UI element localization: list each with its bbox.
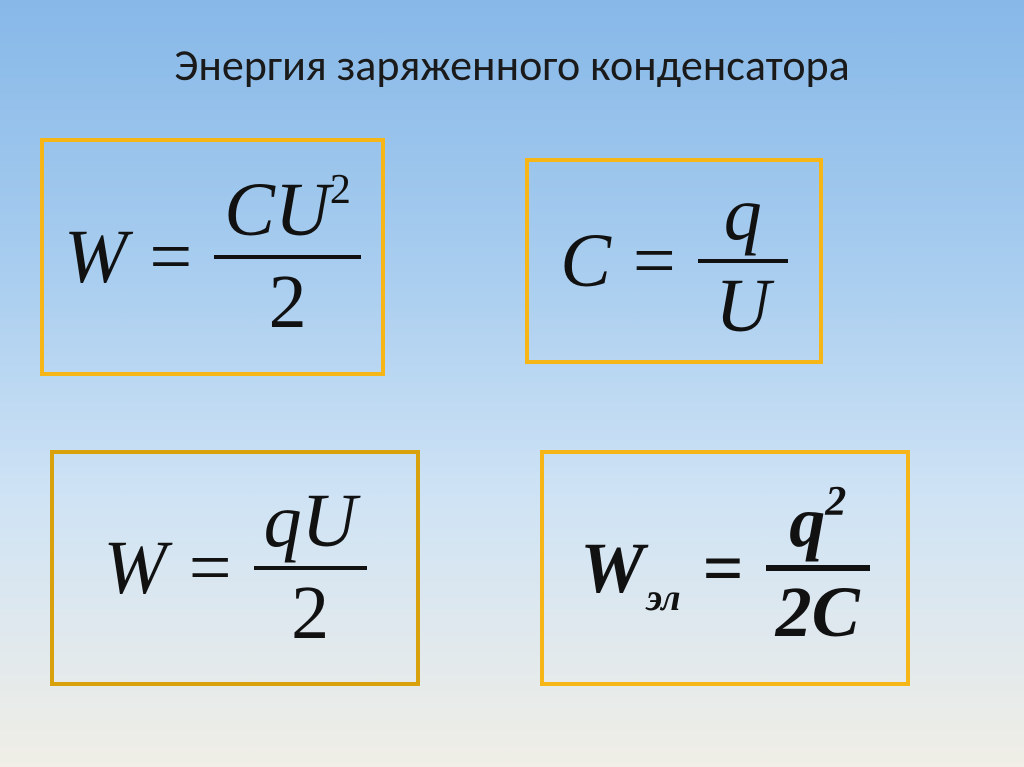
- formula-1: W = CU2 2: [64, 167, 361, 347]
- formula-2: C = q U: [560, 171, 788, 351]
- formula-box-3: W = qU 2: [50, 450, 420, 686]
- equals-sign: =: [633, 223, 676, 299]
- f3-denominator: 2: [281, 570, 339, 658]
- f2-denominator: U: [705, 263, 780, 351]
- f2-numerator: q: [714, 171, 772, 259]
- f4-subscript: эл: [646, 579, 680, 617]
- f1-numerator: CU2: [214, 167, 361, 255]
- f1-num-base: CU: [224, 168, 330, 252]
- f3-numerator: qU: [254, 478, 367, 566]
- f4-num-base: q: [789, 482, 825, 562]
- formula-4: Wэл = q2 2C: [580, 481, 869, 654]
- equals-sign: =: [189, 530, 232, 606]
- f3-lhs: W: [103, 530, 166, 606]
- f4-fraction: q2 2C: [766, 481, 870, 654]
- equals-sign: =: [703, 532, 744, 604]
- formula-box-4: Wэл = q2 2C: [540, 450, 910, 686]
- formula-3: W = qU 2: [103, 478, 366, 658]
- f1-num-exp: 2: [330, 167, 351, 213]
- f1-fraction: CU2 2: [214, 167, 361, 347]
- f2-lhs: C: [560, 223, 611, 299]
- f4-denominator: 2C: [766, 571, 870, 655]
- f1-lhs: W: [64, 219, 127, 295]
- equals-sign: =: [149, 219, 192, 295]
- f1-denominator: 2: [259, 259, 317, 347]
- f2-fraction: q U: [698, 171, 788, 351]
- formula-box-2: C = q U: [525, 158, 823, 364]
- page-title: Энергия заряженного конденсатора: [0, 38, 1024, 92]
- formula-box-1: W = CU2 2: [40, 138, 385, 376]
- f3-fraction: qU 2: [254, 478, 367, 658]
- f4-lhs: Wэл: [580, 532, 680, 604]
- f4-num-exp: 2: [825, 479, 846, 525]
- f4-lhs-main: W: [580, 532, 644, 604]
- f4-numerator: q2: [779, 481, 856, 565]
